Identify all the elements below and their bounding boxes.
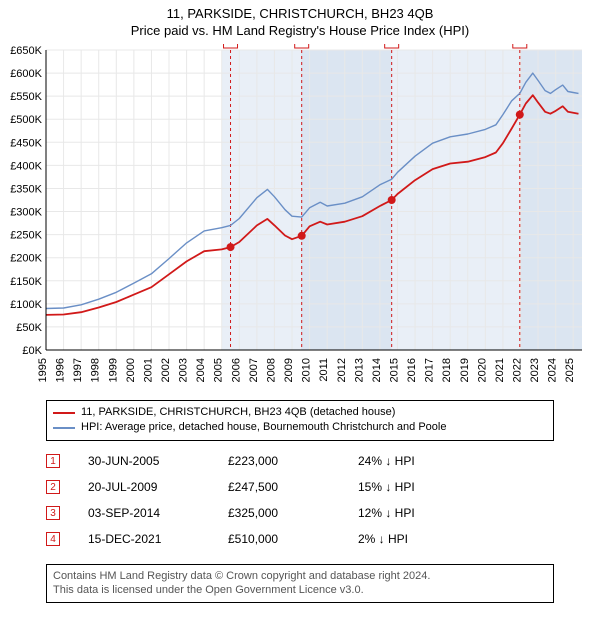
svg-text:1996: 1996: [55, 358, 67, 382]
svg-text:2024: 2024: [547, 358, 559, 382]
footnote-box: Contains HM Land Registry data © Crown c…: [46, 564, 554, 603]
svg-text:2007: 2007: [248, 358, 260, 382]
sale-diff: 24% ↓ HPI: [358, 454, 554, 468]
line-chart: £0K £50K £100K £150K £200K £250K £300K £350K £40…: [0, 44, 600, 394]
svg-text:£650K: £650K: [10, 45, 42, 57]
svg-text:2003: 2003: [178, 358, 190, 382]
svg-text:2023: 2023: [529, 358, 541, 382]
chart-area: £0K £50K £100K £150K £200K £250K £300K £350K £40…: [0, 44, 600, 394]
svg-text:2020: 2020: [476, 358, 488, 382]
svg-text:£450K: £450K: [10, 137, 42, 149]
sale-marker: 3: [46, 506, 60, 520]
sale-row: 4 15-DEC-2021£510,0002% ↓ HPI: [46, 526, 554, 552]
svg-text:2002: 2002: [160, 358, 172, 382]
svg-text:2004: 2004: [195, 358, 207, 382]
svg-text:2000: 2000: [125, 358, 137, 382]
svg-text:2016: 2016: [406, 358, 418, 382]
svg-text:£150K: £150K: [10, 276, 42, 288]
sale-marker: 4: [46, 532, 60, 546]
footnote-line: This data is licensed under the Open Gov…: [53, 583, 547, 597]
svg-text:£200K: £200K: [10, 253, 42, 265]
legend-swatch: [53, 412, 75, 414]
sale-date: 20-JUL-2009: [88, 480, 228, 494]
svg-text:£550K: £550K: [10, 91, 42, 103]
svg-text:2006: 2006: [230, 358, 242, 382]
sale-date: 30-JUN-2005: [88, 454, 228, 468]
svg-text:£300K: £300K: [10, 207, 42, 219]
sales-table: 1 30-JUN-2005£223,00024% ↓ HPI 2 20-JUL-200…: [46, 448, 554, 552]
sale-date: 03-SEP-2014: [88, 506, 228, 520]
svg-text:2005: 2005: [213, 358, 225, 382]
svg-text:2001: 2001: [142, 358, 154, 382]
svg-text:2: 2: [299, 44, 305, 47]
sale-diff: 15% ↓ HPI: [358, 480, 554, 494]
svg-text:2012: 2012: [336, 358, 348, 382]
sale-row: 1 30-JUN-2005£223,00024% ↓ HPI: [46, 448, 554, 474]
sale-marker: 2: [46, 480, 60, 494]
svg-text:2022: 2022: [511, 358, 523, 382]
chart-title-subtitle: Price paid vs. HM Land Registry's House …: [0, 23, 600, 38]
svg-text:1997: 1997: [72, 358, 84, 382]
sale-price: £223,000: [228, 454, 358, 468]
svg-text:2021: 2021: [494, 358, 506, 382]
svg-text:£400K: £400K: [10, 160, 42, 172]
svg-text:2019: 2019: [459, 358, 471, 382]
svg-text:4: 4: [517, 44, 523, 47]
svg-text:1998: 1998: [90, 358, 102, 382]
sale-marker: 1: [46, 454, 60, 468]
svg-text:2011: 2011: [318, 358, 330, 382]
svg-text:£350K: £350K: [10, 183, 42, 195]
svg-text:2009: 2009: [283, 358, 295, 382]
svg-text:£500K: £500K: [10, 114, 42, 126]
svg-text:2014: 2014: [371, 358, 383, 382]
svg-text:1999: 1999: [107, 358, 119, 382]
sale-row: 3 03-SEP-2014£325,00012% ↓ HPI: [46, 500, 554, 526]
svg-text:2010: 2010: [301, 358, 313, 382]
legend-label: HPI: Average price, detached house, Bour…: [81, 420, 446, 435]
svg-text:2013: 2013: [353, 358, 365, 382]
svg-text:£250K: £250K: [10, 230, 42, 242]
legend-label: 11, PARKSIDE, CHRISTCHURCH, BH23 4QB (de…: [81, 405, 395, 420]
svg-text:2015: 2015: [388, 358, 400, 382]
chart-title-block: 11, PARKSIDE, CHRISTCHURCH, BH23 4QB Pri…: [0, 0, 600, 38]
svg-text:2018: 2018: [441, 358, 453, 382]
sale-price: £325,000: [228, 506, 358, 520]
legend-box: 11, PARKSIDE, CHRISTCHURCH, BH23 4QB (de…: [46, 400, 554, 441]
legend-swatch: [53, 427, 75, 429]
svg-text:£0K: £0K: [22, 345, 42, 357]
svg-text:1: 1: [228, 44, 234, 47]
footnote-line: Contains HM Land Registry data © Crown c…: [53, 569, 547, 583]
legend-item-hpi: HPI: Average price, detached house, Bour…: [53, 420, 547, 435]
sale-price: £510,000: [228, 532, 358, 546]
sale-price: £247,500: [228, 480, 358, 494]
svg-text:2017: 2017: [424, 358, 436, 382]
chart-title-address: 11, PARKSIDE, CHRISTCHURCH, BH23 4QB: [0, 6, 600, 21]
svg-text:£50K: £50K: [16, 322, 42, 334]
svg-text:2025: 2025: [564, 358, 576, 382]
sale-diff: 12% ↓ HPI: [358, 506, 554, 520]
sale-row: 2 20-JUL-2009£247,50015% ↓ HPI: [46, 474, 554, 500]
svg-text:£100K: £100K: [10, 299, 42, 311]
svg-text:3: 3: [389, 44, 395, 47]
sale-date: 15-DEC-2021: [88, 532, 228, 546]
svg-text:2008: 2008: [265, 358, 277, 382]
sale-diff: 2% ↓ HPI: [358, 532, 554, 546]
svg-text:1995: 1995: [37, 358, 49, 382]
legend-item-subject: 11, PARKSIDE, CHRISTCHURCH, BH23 4QB (de…: [53, 405, 547, 420]
svg-text:£600K: £600K: [10, 68, 42, 80]
